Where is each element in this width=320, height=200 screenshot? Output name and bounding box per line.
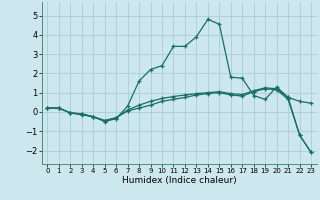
X-axis label: Humidex (Indice chaleur): Humidex (Indice chaleur) (122, 176, 236, 185)
